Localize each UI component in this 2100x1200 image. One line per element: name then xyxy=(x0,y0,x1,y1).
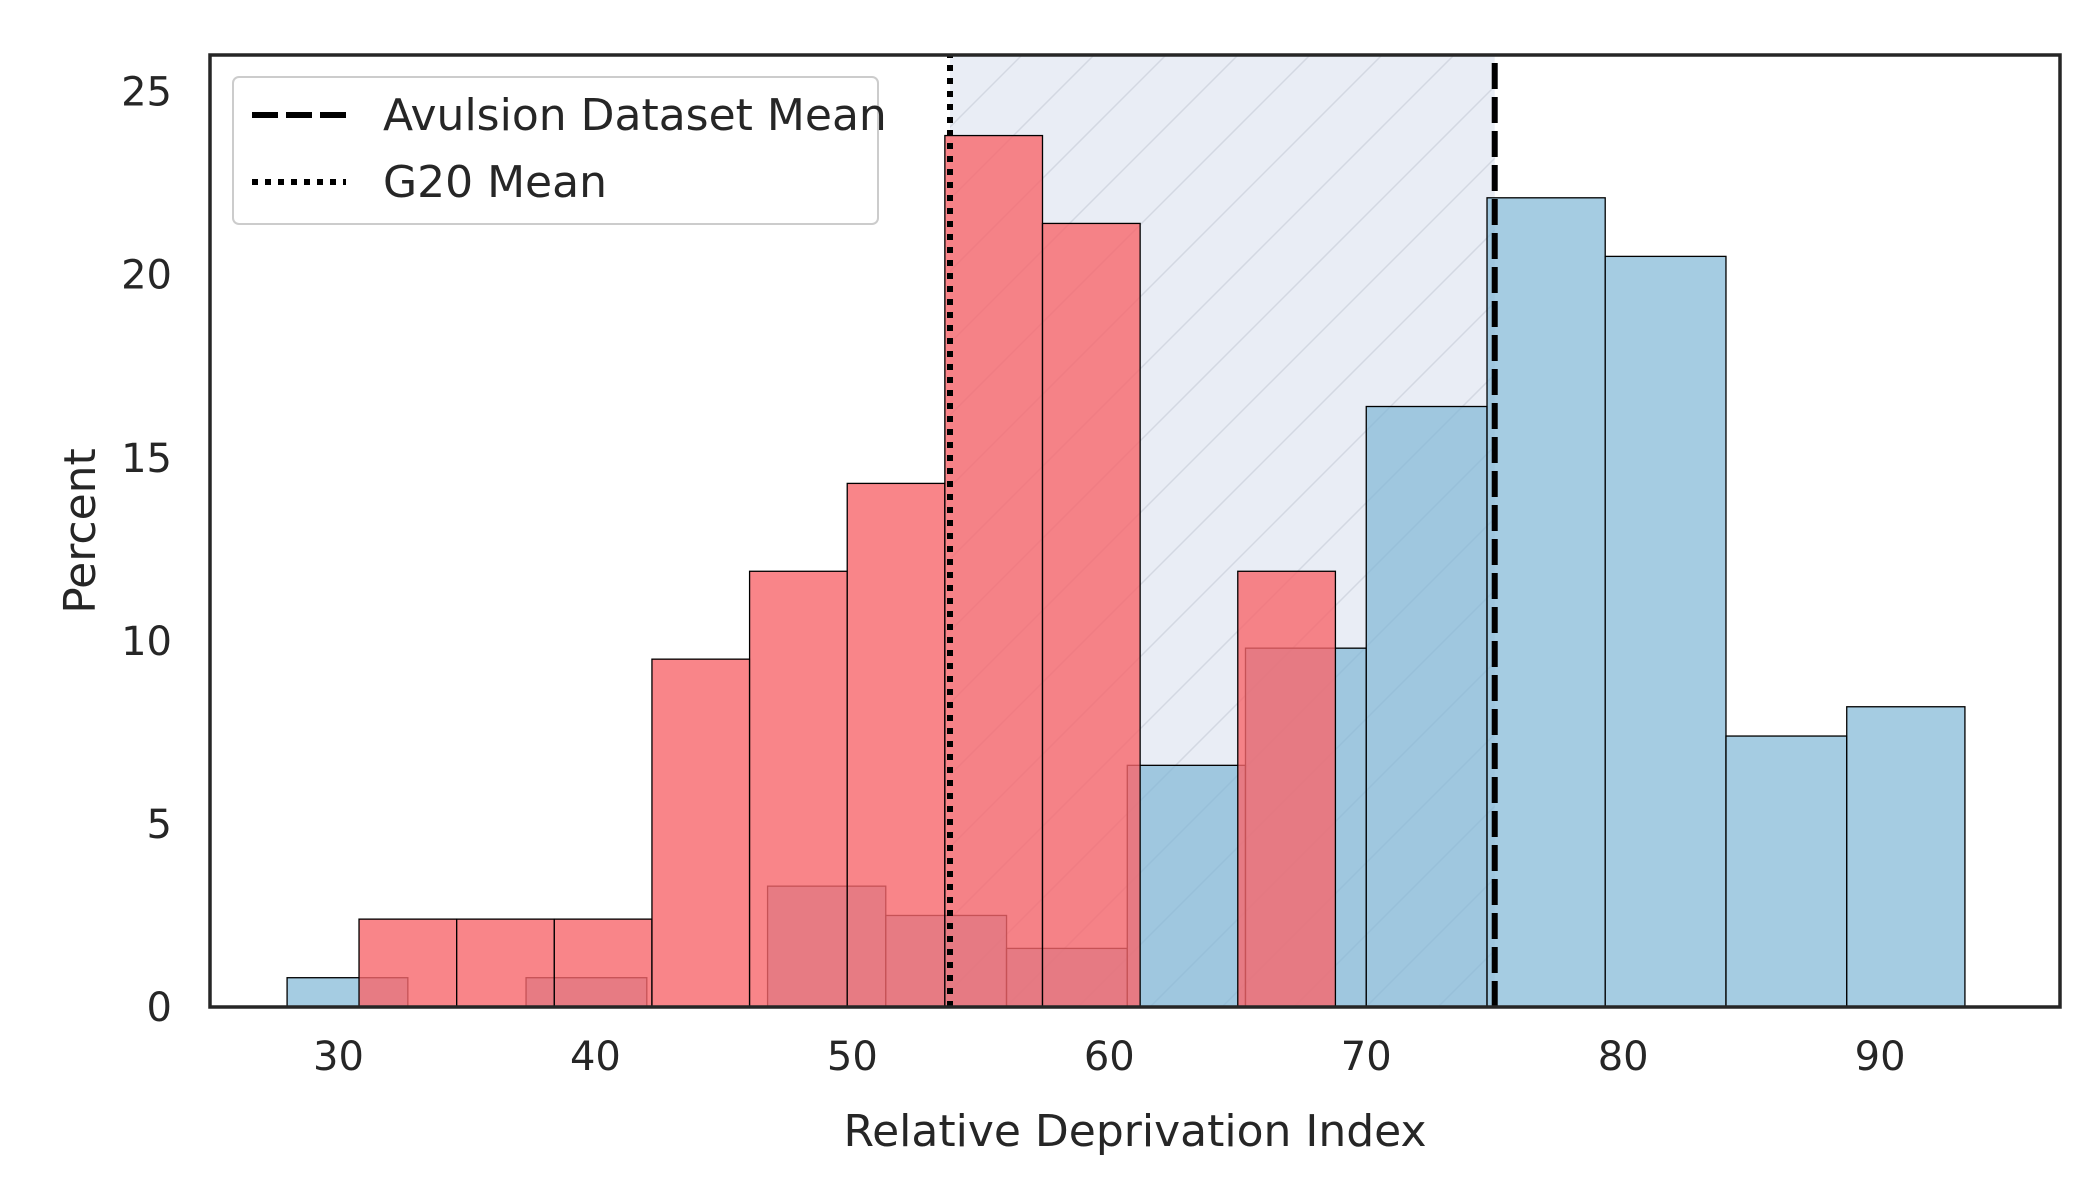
blue-bar xyxy=(1846,706,1966,1007)
y-tick-label: 5 xyxy=(147,802,172,848)
legend: Avulsion Dataset Mean G20 Mean xyxy=(232,76,887,225)
x-tick-label: 60 xyxy=(1084,1034,1135,1080)
y-tick-label: 0 xyxy=(147,985,172,1031)
y-tick-label: 15 xyxy=(121,436,172,482)
axes-layer: 30 40 50 60 70 80 90 0 5 10 15 20 25 xyxy=(121,53,2062,1080)
x-tick-label: 80 xyxy=(1598,1034,1649,1080)
hatch-line xyxy=(950,55,1239,345)
red-bar xyxy=(553,918,653,1007)
y-tick-label: 20 xyxy=(121,253,172,299)
y-axis-label: Percent xyxy=(55,448,106,614)
hatch-line xyxy=(950,55,1383,489)
blue-bar xyxy=(1604,255,1727,1007)
hatch-line xyxy=(950,301,1495,849)
red-bar xyxy=(1041,222,1141,1007)
x-tick-label: 70 xyxy=(1341,1034,1392,1080)
x-tick-label: 40 xyxy=(570,1034,621,1080)
red-bar xyxy=(1237,570,1337,1007)
reference-lines-layer xyxy=(947,55,1498,1007)
legend-label: G20 Mean xyxy=(383,157,607,208)
red-bars-layer xyxy=(358,134,1337,1007)
y-tick-label: 25 xyxy=(121,70,172,116)
red-bar xyxy=(748,570,848,1007)
red-bar xyxy=(846,482,946,1007)
legend-label: Avulsion Dataset Mean xyxy=(383,90,887,141)
plot-frame xyxy=(208,53,2062,1009)
y-tick-label: 10 xyxy=(121,619,172,665)
blue-bar xyxy=(1486,197,1606,1007)
red-bar xyxy=(358,918,458,1007)
x-tick-label: 30 xyxy=(313,1034,364,1080)
blue-bar xyxy=(1365,405,1488,1007)
x-tick-label: 50 xyxy=(827,1034,878,1080)
hatch-line xyxy=(950,229,1495,777)
x-axis-label: Relative Deprivation Index xyxy=(843,1106,1426,1157)
blue-bar xyxy=(1126,764,1247,1007)
hatch-line xyxy=(950,55,1311,417)
blue-bar xyxy=(1725,735,1848,1007)
red-bar xyxy=(651,658,751,1007)
red-bar xyxy=(944,134,1044,1007)
x-tick-label: 90 xyxy=(1855,1034,1906,1080)
red-bar xyxy=(456,918,555,1007)
legend-box xyxy=(232,76,879,225)
